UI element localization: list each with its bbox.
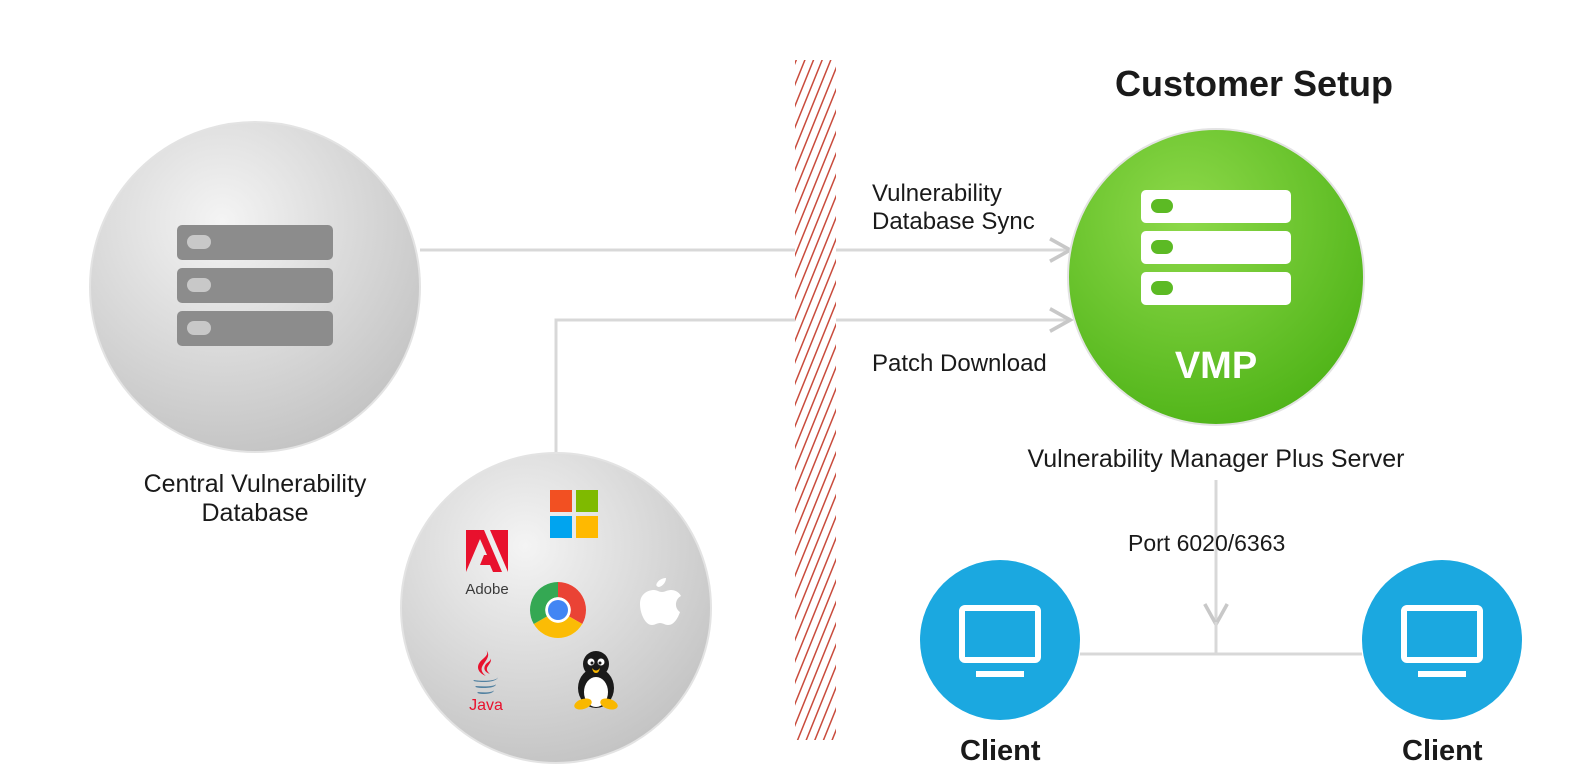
db-sync-label: Vulnerability Database Sync bbox=[872, 180, 1035, 236]
vendors-node: Adobe Java bbox=[401, 453, 711, 763]
vmp-server-label: Vulnerability Manager Plus Server bbox=[1016, 445, 1416, 474]
java-label: Java bbox=[469, 697, 503, 714]
server-icon bbox=[1141, 190, 1291, 305]
adobe-label: Adobe bbox=[465, 581, 508, 598]
firewall-bar bbox=[795, 60, 836, 740]
port-label: Port 6020/6363 bbox=[1128, 530, 1285, 557]
client2-node bbox=[1362, 560, 1522, 720]
vmp-label: VMP bbox=[1175, 345, 1257, 387]
customer-setup-title: Customer Setup bbox=[1115, 63, 1393, 105]
patch-download-label: Patch Download bbox=[872, 350, 1047, 378]
central-db-label: Central Vulnerability Database bbox=[125, 470, 385, 528]
client1-node bbox=[920, 560, 1080, 720]
central-db-label-text: Central Vulnerability Database bbox=[144, 470, 367, 527]
diagram-svg: Adobe Java bbox=[0, 0, 1582, 778]
chrome-icon bbox=[530, 582, 586, 638]
client2-label: Client bbox=[1402, 735, 1483, 768]
architecture-diagram: Adobe Java bbox=[0, 0, 1582, 778]
server-icon bbox=[177, 225, 333, 346]
central-db-node bbox=[90, 122, 420, 452]
vmp-server-node: VMP bbox=[1068, 129, 1364, 425]
client1-label: Client bbox=[960, 735, 1041, 768]
